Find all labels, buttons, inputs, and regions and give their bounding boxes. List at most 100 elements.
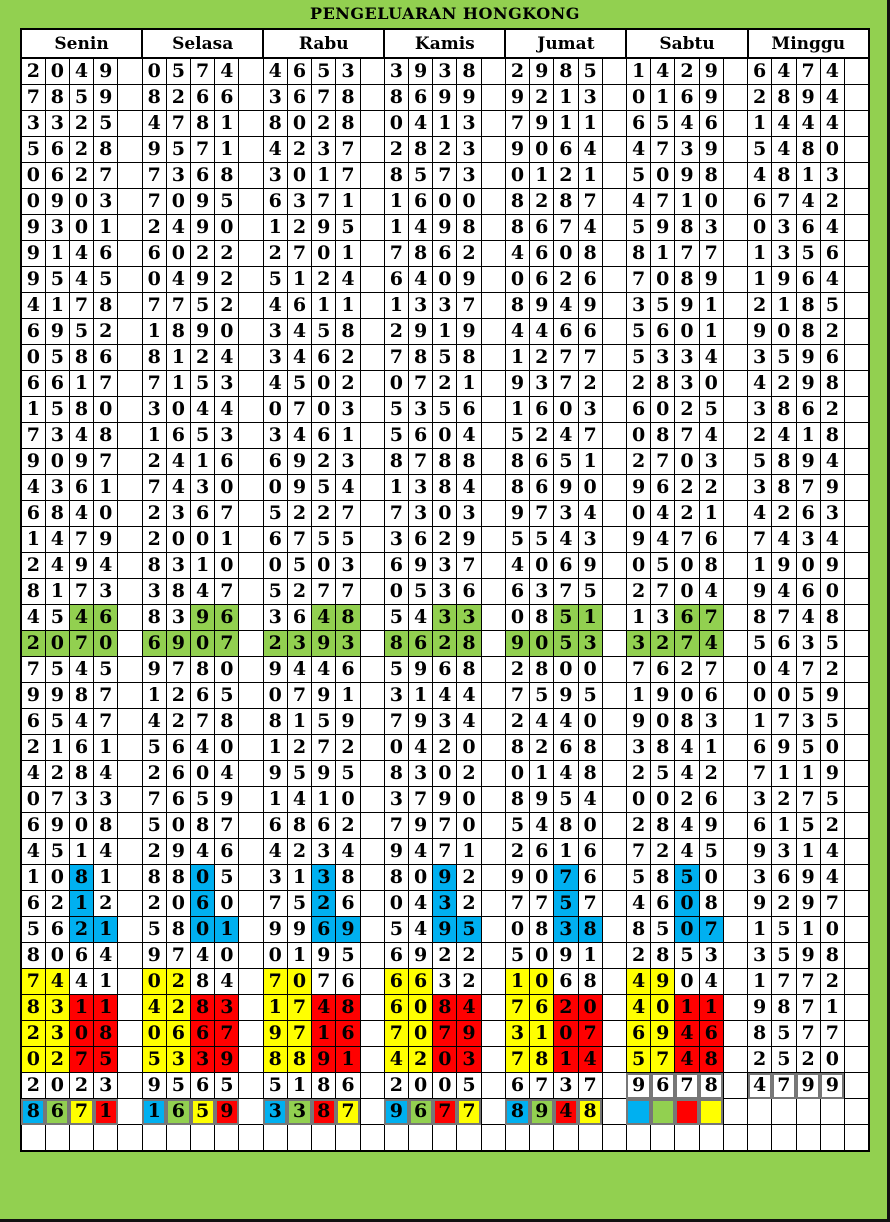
spacer-cell <box>601 500 627 527</box>
digit-cell: 3 <box>311 864 337 891</box>
digit-cell: 3 <box>44 214 70 241</box>
digit-cell: 5 <box>44 708 70 735</box>
digit-cell: 0 <box>504 604 531 631</box>
spacer-cell <box>722 760 749 787</box>
digit-cell: 4 <box>698 630 724 657</box>
digit-cell: 1 <box>286 942 313 969</box>
digit-cell: 2 <box>771 500 797 527</box>
digit-cell: 7 <box>432 812 458 839</box>
digit-cell: 5 <box>141 1046 167 1073</box>
digit-cell: 0 <box>214 318 240 345</box>
digit-cell: 5 <box>819 630 845 657</box>
digit-cell: 3 <box>262 422 288 449</box>
spacer-cell <box>601 760 627 787</box>
digit-cell: 9 <box>407 318 434 345</box>
digit-cell: 7 <box>383 1020 410 1047</box>
digit-cell: 8 <box>747 604 773 631</box>
digit-cell: 7 <box>432 838 458 865</box>
digit-cell: 0 <box>165 890 192 917</box>
digit-cell: 0 <box>553 656 579 683</box>
day-header-kamis: Kamis <box>383 28 507 59</box>
digit-cell: 0 <box>674 682 700 709</box>
digit-cell: 5 <box>44 656 70 683</box>
digit-cell: 8 <box>819 942 845 969</box>
digit-cell: 6 <box>650 474 676 501</box>
digit-cell: 4 <box>407 890 434 917</box>
digit-cell: 9 <box>214 1098 240 1125</box>
spacer-cell <box>480 240 506 267</box>
digit-cell: 4 <box>674 110 700 137</box>
digit-cell: 8 <box>553 188 579 215</box>
digit-cell: 1 <box>504 396 531 423</box>
digit-cell: 0 <box>674 916 700 943</box>
digit-cell: 2 <box>286 734 313 761</box>
digit-cell: 2 <box>311 500 337 527</box>
digit-cell: 6 <box>383 266 410 293</box>
digit-cell: 3 <box>529 370 555 397</box>
spacer-cell <box>359 630 385 657</box>
digit-cell: 0 <box>214 214 240 241</box>
digit-cell: 3 <box>577 526 603 553</box>
digit-cell: 1 <box>44 578 70 605</box>
digit-cell: 2 <box>577 370 603 397</box>
digit-cell: 9 <box>407 812 434 839</box>
digit-cell: 6 <box>625 110 652 137</box>
digit-cell: 3 <box>795 630 821 657</box>
digit-cell: 6 <box>407 84 434 111</box>
digit-cell: 7 <box>214 630 240 657</box>
digit-cell: 1 <box>68 838 95 865</box>
digit-cell: 3 <box>44 994 70 1021</box>
digit-cell: 5 <box>165 136 192 163</box>
digit-cell: 1 <box>747 708 773 735</box>
spacer-cell <box>359 968 385 995</box>
digit-cell: 5 <box>311 57 337 85</box>
spacer-cell <box>238 1046 264 1073</box>
digit-cell: 2 <box>674 57 700 85</box>
digit-cell: 1 <box>335 422 361 449</box>
digit-cell: 8 <box>456 57 482 85</box>
digit-cell: 8 <box>383 162 410 189</box>
digit-cell: 0 <box>190 760 216 787</box>
digit-cell: 0 <box>383 890 410 917</box>
digit-cell: 0 <box>432 1072 458 1099</box>
digit-cell: 9 <box>529 292 555 319</box>
digit-cell: 6 <box>698 682 724 709</box>
digit-cell: 4 <box>819 110 845 137</box>
digit-cell: 6 <box>214 604 240 631</box>
digit-cell: 0 <box>383 734 410 761</box>
digit-cell: 5 <box>432 344 458 371</box>
spacer-cell <box>722 162 749 189</box>
digit-cell: 4 <box>68 968 95 995</box>
digit-cell: 9 <box>529 110 555 137</box>
spacer-cell <box>601 734 627 761</box>
spacer-cell <box>722 604 749 631</box>
digit-cell: 3 <box>456 162 482 189</box>
digit-cell: 6 <box>190 84 216 111</box>
digit-cell: 8 <box>432 448 458 475</box>
digit-cell <box>771 1098 797 1125</box>
digit-cell: 6 <box>286 292 313 319</box>
digit-cell: 1 <box>674 994 700 1021</box>
spacer-cell <box>480 1098 506 1125</box>
digit-cell <box>286 1124 313 1152</box>
digit-cell: 5 <box>407 162 434 189</box>
digit-cell: 4 <box>335 266 361 293</box>
digit-cell: 1 <box>335 1046 361 1073</box>
digit-cell: 7 <box>504 682 531 709</box>
digit-cell: 5 <box>311 474 337 501</box>
digit-cell: 4 <box>141 110 167 137</box>
spacer-cell <box>238 916 264 943</box>
spacer-cell <box>843 240 870 267</box>
digit-cell: 7 <box>311 578 337 605</box>
digit-cell: 4 <box>577 136 603 163</box>
spacer-cell <box>117 682 143 709</box>
spacer-cell <box>480 838 506 865</box>
digit-cell <box>698 1098 724 1125</box>
digit-cell: 2 <box>68 110 95 137</box>
spacer-cell <box>238 136 264 163</box>
spacer-cell <box>359 266 385 293</box>
spacer-cell <box>480 422 506 449</box>
digit-cell: 8 <box>141 604 167 631</box>
digit-cell: 0 <box>504 916 531 943</box>
